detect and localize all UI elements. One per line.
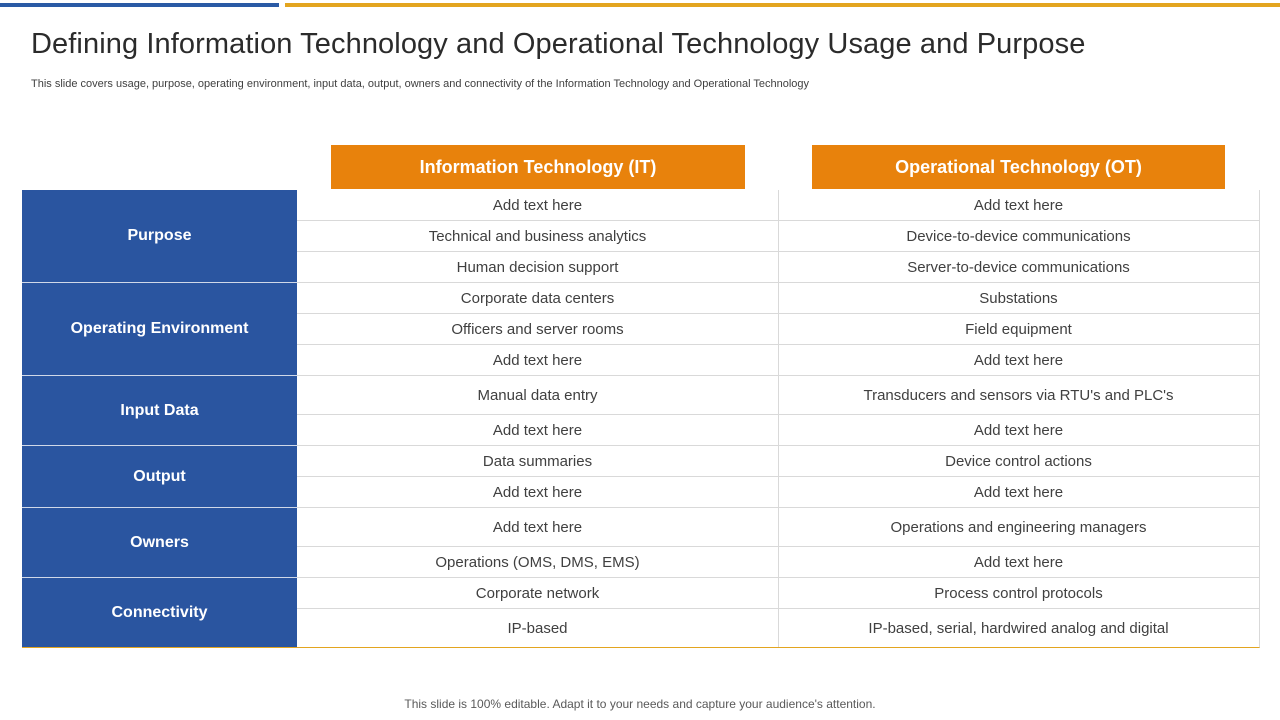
cell-it: Add text here [297, 415, 779, 445]
group-output: Output Data summaries Device control act… [22, 446, 1259, 508]
cell-ot: Process control protocols [934, 584, 1103, 602]
table-row: Officers and server rooms Field equipmen… [297, 314, 1259, 345]
cell-it: Add text here [297, 190, 779, 220]
column-header-ot: Operational Technology (OT) [812, 145, 1225, 189]
slide-title: Defining Information Technology and Oper… [31, 28, 1086, 60]
cell-ot: Add text here [973, 196, 1064, 214]
group-input-data: Input Data Manual data entry Transducers… [22, 376, 1259, 446]
row-label-owners: Owners [22, 508, 297, 578]
cell-it: Add text here [297, 345, 779, 375]
group-connectivity: Connectivity Corporate network Process c… [22, 578, 1259, 647]
cell-ot: Operations and engineering managers [890, 518, 1147, 536]
row-label-purpose: Purpose [22, 190, 297, 283]
group-operating-environment: Operating Environment Corporate data cen… [22, 283, 1259, 376]
table-row: Add text here Add text here [297, 190, 1259, 221]
table-row: Human decision support Server-to-device … [297, 252, 1259, 283]
column-header-it: Information Technology (IT) [331, 145, 745, 189]
cell-ot: Add text here [973, 553, 1064, 571]
table-row: Add text here Add text here [297, 415, 1259, 446]
cell-ot: Substations [979, 289, 1058, 307]
table-row: Corporate network Process control protoc… [297, 578, 1259, 609]
cell-ot: Field equipment [965, 320, 1072, 338]
cell-it: Corporate data centers [297, 283, 779, 313]
cell-ot: Device-to-device communications [906, 227, 1131, 245]
cell-it: Officers and server rooms [297, 314, 779, 344]
table-row: Manual data entry Transducers and sensor… [297, 376, 1259, 415]
cell-it: Technical and business analytics [297, 221, 779, 251]
table-row: Add text here Add text here [297, 477, 1259, 508]
cell-ot: IP-based, serial, hardwired analog and d… [868, 619, 1169, 637]
cell-ot: Add text here [973, 421, 1064, 439]
cell-it: IP-based [297, 609, 779, 647]
table-row: Operations (OMS, DMS, EMS) Add text here [297, 547, 1259, 578]
top-accent-bar-orange [285, 3, 1280, 7]
cell-it: Add text here [297, 508, 779, 546]
cell-ot: Server-to-device communications [907, 258, 1130, 276]
group-owners: Owners Add text here Operations and engi… [22, 508, 1259, 578]
top-accent-bar-blue [0, 3, 279, 7]
table-row: Add text here Operations and engineering… [297, 508, 1259, 547]
cell-it: Corporate network [297, 578, 779, 608]
comparison-table: Purpose Add text here Add text here Tech… [22, 190, 1260, 648]
cell-it: Human decision support [297, 252, 779, 282]
footer-note: This slide is 100% editable. Adapt it to… [404, 697, 876, 711]
row-label-output: Output [22, 446, 297, 508]
row-label-operating-environment: Operating Environment [22, 283, 297, 376]
row-label-connectivity: Connectivity [22, 578, 297, 647]
table-row: IP-based IP-based, serial, hardwired ana… [297, 609, 1259, 647]
table-row: Data summaries Device control actions [297, 446, 1259, 477]
cell-it: Operations (OMS, DMS, EMS) [297, 547, 779, 577]
row-label-input-data: Input Data [22, 376, 297, 446]
cell-it: Data summaries [297, 446, 779, 476]
table-row: Add text here Add text here [297, 345, 1259, 376]
cell-it: Add text here [297, 477, 779, 507]
cell-ot: Add text here [973, 351, 1064, 369]
cell-ot: Add text here [973, 483, 1064, 501]
cell-it: Manual data entry [297, 376, 779, 414]
group-purpose: Purpose Add text here Add text here Tech… [22, 190, 1259, 283]
cell-ot: Device control actions [945, 452, 1092, 470]
table-row: Technical and business analytics Device-… [297, 221, 1259, 252]
cell-ot: Transducers and sensors via RTU's and PL… [863, 386, 1174, 404]
slide-subtitle: This slide covers usage, purpose, operat… [31, 78, 810, 90]
table-row: Corporate data centers Substations [297, 283, 1259, 314]
